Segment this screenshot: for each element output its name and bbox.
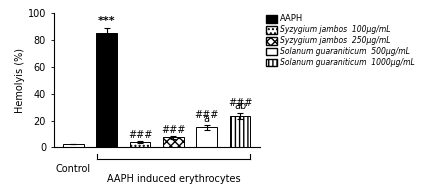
Text: AAPH induced erythrocytes: AAPH induced erythrocytes [107, 174, 240, 184]
Bar [230, 116, 250, 147]
Bar [163, 137, 184, 147]
Text: Control: Control [56, 163, 91, 174]
Text: ###: ### [194, 110, 219, 120]
Text: ###: ### [128, 130, 152, 140]
Bar [197, 127, 217, 147]
Bar [130, 142, 151, 147]
Y-axis label: Hemolyis (%): Hemolyis (%) [15, 48, 25, 113]
Text: ###: ### [161, 125, 185, 135]
Text: ***: *** [98, 16, 116, 26]
Text: ab: ab [234, 101, 246, 112]
Text: a: a [204, 114, 210, 124]
Legend: AAPH, Syzygium jambos  100μg/mL, Syzygium jambos  250μg/mL, Solanum guaraniticum: AAPH, Syzygium jambos 100μg/mL, Syzygium… [266, 14, 415, 67]
Bar [63, 144, 84, 147]
Text: ###: ### [228, 98, 252, 108]
Bar [96, 33, 117, 147]
